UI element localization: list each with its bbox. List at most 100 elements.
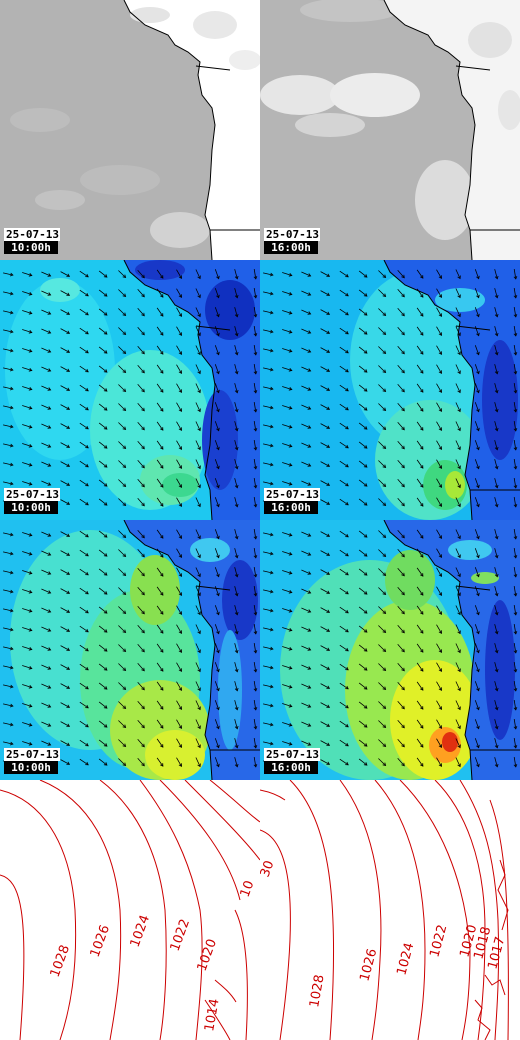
wind-arrow	[22, 443, 32, 447]
isobar-map: 1028 1026 1024 1022 1020 1018 1017 30	[260, 780, 520, 1040]
wind-arrow	[137, 738, 145, 748]
wind-arrow-head	[160, 484, 164, 488]
wind-arrow-head	[160, 332, 164, 336]
wind-arrow-head	[28, 387, 33, 391]
wind-arrow-head	[420, 503, 424, 507]
wind-arrow-head	[345, 425, 349, 430]
wind-arrow-head	[141, 312, 145, 317]
wind-arrow	[22, 272, 32, 276]
wind-arrow	[3, 424, 13, 428]
isobar-label: 10	[238, 879, 258, 900]
wind-arrow-head	[122, 483, 127, 488]
wind-arrow-head	[326, 666, 331, 670]
timestamp: 25-07-13 10:00h	[4, 748, 60, 774]
wind-arrow	[234, 757, 238, 767]
wind-arrow-head	[420, 592, 424, 596]
wind-arrow	[320, 423, 330, 429]
wind-arrow	[22, 551, 32, 555]
wind-arrow	[195, 478, 201, 488]
wind-arrow	[41, 442, 51, 448]
wind-arrow-head	[28, 368, 33, 372]
wind-arrow-head	[178, 370, 182, 374]
wind-arrow-head	[457, 611, 461, 616]
wind-arrow	[263, 291, 273, 295]
wind-arrow-head	[363, 553, 368, 557]
wind-arrow	[455, 624, 461, 634]
wind-arrow-head	[85, 761, 89, 766]
wind-arrow	[234, 700, 238, 710]
wind-arrow	[494, 383, 498, 393]
wind-arrow-head	[345, 463, 349, 468]
wind-arrow	[397, 757, 405, 767]
wind-arrow-head	[382, 762, 387, 767]
wind-arrow	[397, 459, 405, 469]
wind-arrow-head	[513, 611, 518, 616]
wind-map	[0, 260, 260, 520]
wind-arrow	[513, 326, 517, 336]
wind-arrow	[301, 740, 311, 746]
date-label: 25-07-13	[264, 748, 320, 761]
wind-arrow	[137, 402, 145, 412]
wind-arrow	[98, 644, 108, 652]
wind-arrow-head	[288, 273, 293, 277]
wind-arrow-head	[420, 313, 424, 317]
wind-map	[0, 520, 260, 780]
wind-arrow	[358, 701, 368, 709]
wind-arrow-head	[160, 275, 164, 279]
wind-arrow	[176, 497, 182, 507]
wind-arrow	[282, 551, 292, 555]
wind-arrow-head	[307, 723, 312, 727]
wind-arrow-head	[178, 725, 182, 729]
wind-arrow-head	[345, 406, 349, 411]
wind-arrow	[474, 529, 480, 539]
timestamp: 25-07-13 16:00h	[264, 748, 320, 774]
wind-arrow	[22, 481, 32, 485]
wind-arrow-head	[326, 723, 331, 727]
wind-arrow	[253, 421, 257, 431]
wind-arrow-head	[197, 630, 201, 635]
wind-arrow-head	[513, 370, 518, 375]
wind-arrow-head	[326, 571, 331, 575]
wind-arrow	[253, 662, 257, 672]
wind-arrow	[378, 289, 386, 297]
wind-arrow	[22, 665, 32, 669]
wind-arrow	[3, 741, 13, 745]
wind-arrow-head	[269, 551, 274, 556]
wind-arrow-head	[216, 503, 220, 508]
wind-arrow-head	[85, 590, 89, 595]
wind-arrow-head	[160, 687, 164, 691]
wind-arrow-head	[288, 571, 293, 575]
wind-arrow-head	[457, 446, 461, 451]
wind-arrow-head	[326, 501, 331, 505]
wind-arrow	[176, 586, 182, 596]
wind-arrow-head	[66, 368, 71, 372]
wind-arrow	[436, 345, 442, 355]
wind-arrow	[436, 681, 442, 691]
wind-arrow-head	[160, 408, 164, 412]
wind-arrow-head	[476, 573, 480, 578]
wind-arrow-head	[234, 313, 239, 318]
wind-arrow-head	[47, 349, 52, 353]
wind-arrow	[176, 681, 182, 691]
wind-arrow-head	[457, 706, 461, 711]
wind-arrow-head	[288, 330, 293, 334]
wind-arrow	[176, 478, 182, 488]
wind-arrow-head	[345, 501, 349, 506]
wind-arrow	[118, 663, 126, 671]
wind-arrow-head	[513, 706, 518, 711]
wind-barbs	[3, 269, 258, 508]
wind-arrow	[214, 719, 220, 729]
wind-arrow	[339, 403, 349, 411]
wind-arrow-head	[122, 629, 127, 634]
wind-arrow	[320, 442, 330, 448]
wind-arrow	[22, 608, 32, 612]
wind-arrow	[436, 497, 442, 507]
wind-arrow	[195, 662, 201, 672]
wind-arrow-head	[197, 668, 201, 673]
wind-arrow-head	[307, 463, 312, 467]
wind-arrow-head	[420, 763, 424, 767]
wind-arrow	[494, 364, 498, 374]
wind-arrow-head	[28, 482, 33, 486]
wind-arrow-head	[513, 649, 518, 654]
wind-arrow	[195, 605, 201, 615]
